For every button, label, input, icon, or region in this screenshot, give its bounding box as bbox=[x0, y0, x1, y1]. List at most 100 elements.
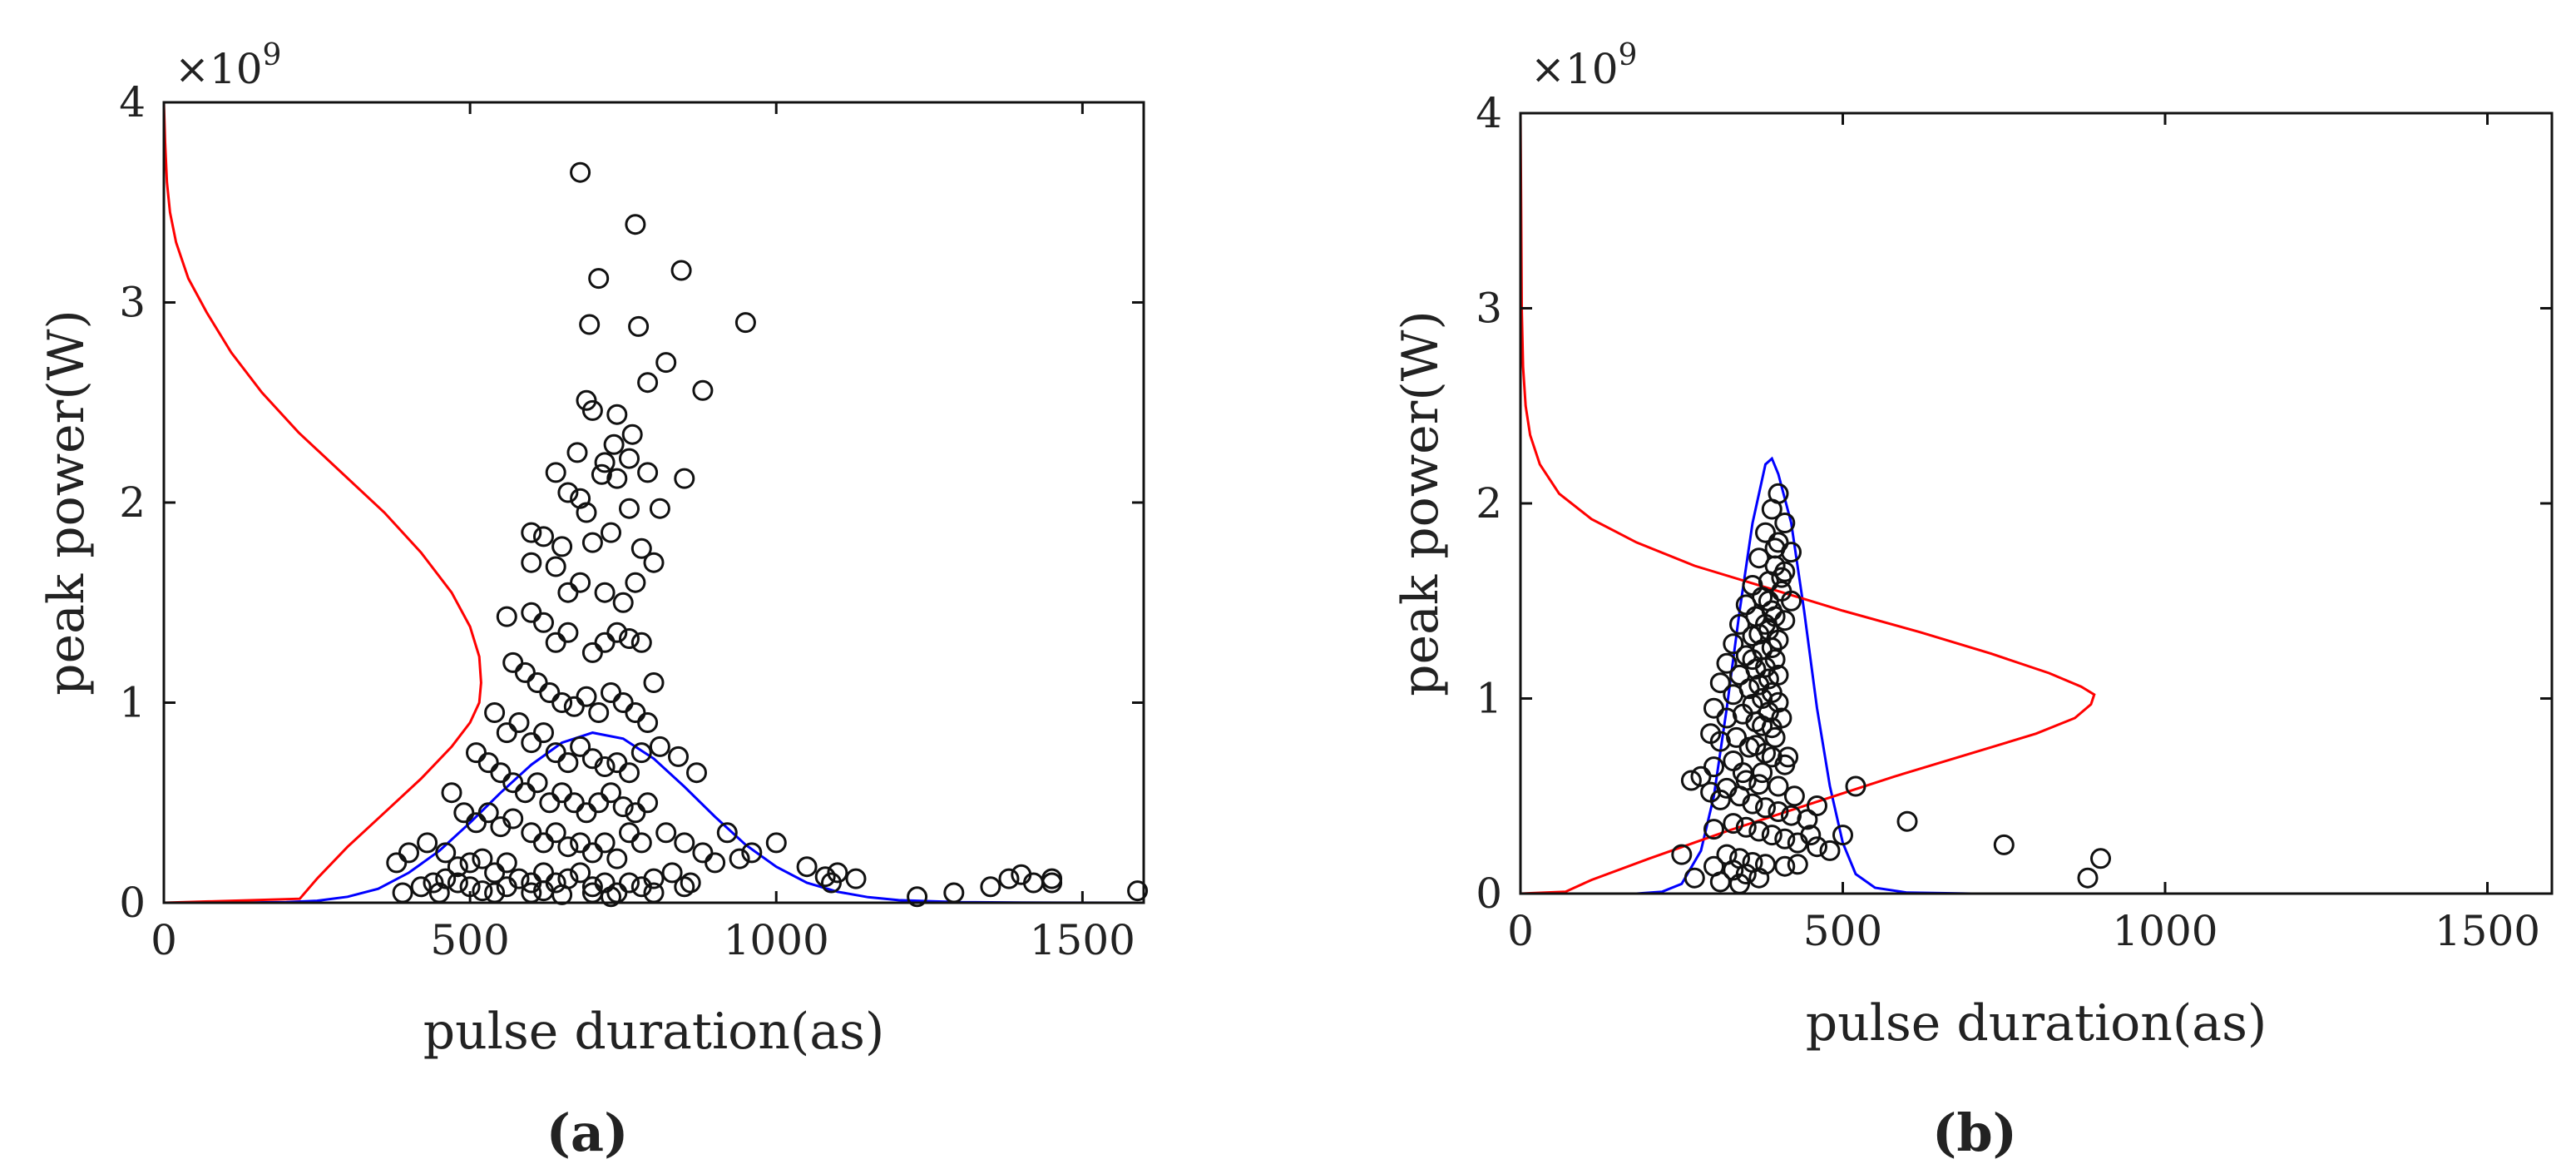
scatter-point-b bbox=[1729, 664, 1750, 686]
y-tick-label-b: 2 bbox=[1476, 479, 1502, 528]
scatter-point-a bbox=[398, 842, 419, 864]
scatter-point-a bbox=[581, 399, 603, 421]
scatter-point-a bbox=[490, 762, 512, 784]
plot-frame-b bbox=[1519, 111, 2554, 895]
scatter-point-a bbox=[1041, 872, 1063, 894]
scatter-point-a bbox=[435, 842, 457, 864]
panel-label-a: (a) bbox=[546, 1102, 629, 1163]
scatter-point-a bbox=[435, 868, 457, 889]
y-tick-label-a: 4 bbox=[119, 78, 146, 126]
scatter-point-a bbox=[643, 868, 665, 889]
scatter-point-a bbox=[484, 702, 506, 723]
scatter-point-a bbox=[576, 686, 597, 707]
scatter-point-a bbox=[594, 832, 616, 854]
scatter-point-a bbox=[527, 672, 548, 693]
scatter-point-a bbox=[508, 712, 530, 733]
scatter-point-a bbox=[907, 886, 928, 908]
scatter-point-a bbox=[502, 651, 524, 673]
scatter-point-b bbox=[1783, 785, 1805, 807]
scatter-point-a bbox=[570, 572, 591, 593]
scatter-point-b bbox=[1671, 844, 1693, 865]
x-tick-label-a: 1000 bbox=[724, 916, 829, 964]
y-tick-label-b: 0 bbox=[1476, 869, 1502, 918]
scatter-point-a bbox=[637, 372, 659, 394]
scatter-point-a bbox=[551, 692, 573, 713]
scatter-point-a bbox=[649, 498, 670, 519]
scatter-point-a bbox=[625, 214, 646, 235]
scatter-point-a bbox=[643, 672, 665, 693]
series-line-peak-power-distribution-a bbox=[162, 102, 482, 904]
scatter-point-b bbox=[1748, 774, 1770, 795]
scatter-point-a bbox=[741, 842, 763, 864]
scatter-point-a bbox=[502, 808, 524, 830]
scatter-point-a bbox=[459, 852, 481, 874]
scatter-point-b bbox=[1755, 854, 1776, 875]
scatter-point-a bbox=[637, 712, 659, 733]
scatter-point-a bbox=[998, 868, 1020, 889]
scatter-point-a bbox=[570, 832, 591, 854]
scatter-point-a bbox=[619, 822, 640, 844]
scatter-point-b bbox=[1748, 867, 1770, 889]
scatter-point-a bbox=[606, 752, 628, 774]
scatter-point-a bbox=[674, 876, 695, 898]
scatter-point-a bbox=[686, 762, 707, 784]
scatter-point-b bbox=[1716, 707, 1738, 729]
scatter-point-b bbox=[1748, 820, 1770, 842]
scatter-point-a bbox=[392, 882, 413, 904]
scatter-point-a bbox=[551, 536, 573, 557]
scatter-point-a bbox=[619, 762, 640, 784]
series-line-peak-power-distribution-b bbox=[1519, 112, 2096, 895]
scatter-point-a bbox=[527, 772, 548, 794]
scatter-point-a bbox=[521, 522, 542, 543]
scatter-point-b bbox=[1748, 623, 1770, 645]
scatter-point-a bbox=[680, 872, 701, 894]
scatter-point-a bbox=[612, 692, 634, 713]
scatter-point-a bbox=[619, 448, 640, 469]
scatter-point-a bbox=[557, 752, 579, 774]
scatter-point-a bbox=[619, 872, 640, 894]
scatter-point-a bbox=[581, 876, 603, 898]
scatter-point-a bbox=[447, 872, 468, 894]
scatter-point-a bbox=[579, 314, 601, 335]
scatter-point-a bbox=[545, 742, 566, 764]
scatter-point-b bbox=[1797, 809, 1818, 830]
scatter-point-a bbox=[594, 756, 616, 777]
scatter-point-a bbox=[502, 772, 524, 794]
scatter-point-b bbox=[1771, 567, 1792, 588]
scatter-point-a bbox=[557, 582, 579, 603]
scatter-point-a bbox=[545, 632, 566, 653]
scatter-point-a bbox=[588, 792, 610, 814]
scatter-point-a bbox=[521, 822, 542, 844]
scatter-point-a bbox=[1127, 880, 1149, 902]
scatter-point-a bbox=[581, 532, 603, 553]
scatter-point-a bbox=[557, 622, 579, 643]
scatter-point-a bbox=[1041, 868, 1063, 889]
scatter-point-b bbox=[1690, 765, 1712, 787]
scatter-point-a bbox=[612, 796, 634, 818]
scatter-point-b bbox=[1761, 825, 1782, 846]
scatter-point-a bbox=[943, 882, 965, 904]
scatter-point-b bbox=[1768, 801, 1789, 822]
scatter-point-a bbox=[601, 682, 621, 703]
y-axis-label-a: peak power(W) bbox=[37, 310, 96, 696]
y-tick-label-b: 4 bbox=[1476, 89, 1502, 137]
scatter-point-a bbox=[423, 872, 444, 894]
scatter-point-a bbox=[606, 882, 628, 904]
scatter-point-b bbox=[1800, 825, 1822, 846]
scatter-point-a bbox=[521, 552, 542, 573]
scatter-point-b bbox=[1703, 819, 1724, 840]
scatter-point-a bbox=[417, 832, 438, 854]
scatter-point-a bbox=[630, 832, 652, 854]
x-tick-label-b: 0 bbox=[1507, 907, 1534, 955]
scatter-point-a bbox=[637, 792, 659, 814]
scatter-point-a bbox=[533, 832, 554, 854]
scatter-point-a bbox=[545, 822, 566, 844]
scatter-point-a bbox=[692, 379, 714, 401]
scatter-point-a bbox=[533, 862, 554, 884]
scatter-point-a bbox=[716, 822, 738, 844]
scatter-point-b bbox=[1896, 810, 1918, 832]
scatter-point-a bbox=[539, 792, 561, 814]
scatter-point-a bbox=[570, 161, 591, 183]
scatter-point-b bbox=[1723, 813, 1744, 835]
